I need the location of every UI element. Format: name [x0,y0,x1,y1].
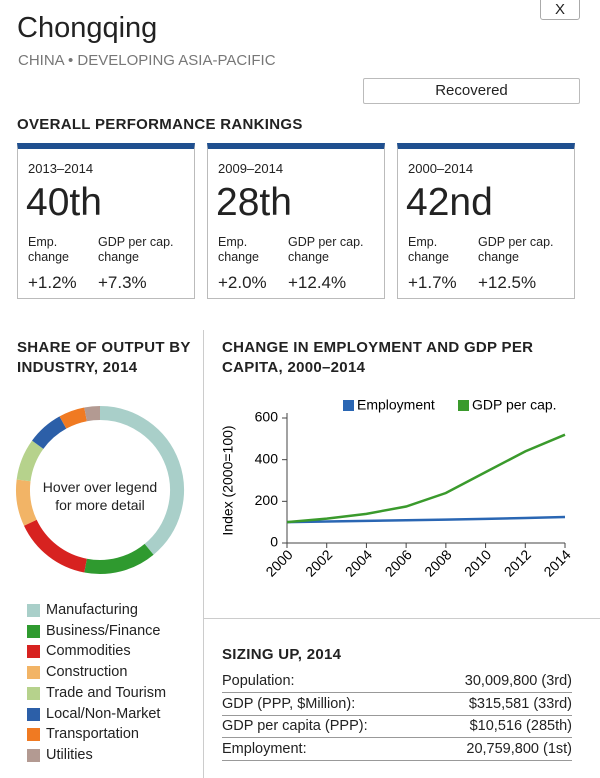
label: Population: [222,673,295,689]
legend-swatch [27,604,40,617]
donut-segment [84,543,154,574]
subtitle: CHINA • DEVELOPING ASIA-PACIFIC [18,52,276,69]
legend-label: Employment [357,397,435,413]
emp-value: +1.7% [408,273,457,292]
gdp-label: GDP per cap. change [98,235,174,264]
gdp-label: GDP per cap. change [478,235,554,264]
value: $10,516 (285th) [469,718,572,734]
legend-swatch [27,666,40,680]
section-title: SHARE OF OUTPUT BY INDUSTRY, 2014 [17,339,191,376]
line [286,433,566,524]
gdp-label: GDP per cap. change [288,235,364,264]
x-tick-label: 2014 [540,546,573,579]
y-axis-label: Index (2000=100) [220,425,236,535]
y-tick-label: 600 [255,409,279,425]
x-tick-label: 2002 [302,546,335,579]
x-tick-label: 2010 [461,546,494,579]
x-tick-label: 2012 [501,546,534,579]
table-row: Employment: 20,759,800 (1st) [222,739,572,761]
section-title: OVERALL PERFORMANCE RANKINGS [17,116,303,133]
x-tick-label: 2000 [262,546,295,579]
label: Employment: [222,740,307,757]
period: 2000–2014 [408,161,474,176]
legend-label[interactable]: Construction [46,664,128,681]
label: GDP per capita (PPP): [222,718,368,734]
status: Recovered [363,78,580,104]
label: GDP (PPP, $Million): [222,695,356,712]
ranking-card: 2009–2014 28th Emp. change GDP per cap. cha… [207,143,385,299]
x-tick-label: 2008 [421,546,454,579]
value: 30,009,800 (3rd) [464,673,572,689]
legend-swatch [27,707,40,721]
legend-label[interactable]: Commodities [46,643,131,660]
legend-label: GDP per cap. [472,397,557,413]
line [286,515,566,524]
legend-swatch [27,624,40,638]
legend-label[interactable]: Manufacturing [46,602,138,618]
gdp-value: +12.4% [288,273,347,292]
legend-swatch [27,748,40,762]
period: 2009–2014 [218,161,284,176]
donut-segment [16,440,44,482]
legend-swatch [458,400,469,411]
title: Chongqing [17,12,158,44]
rank: 42nd [406,181,493,224]
table-row: GDP (PPP, $Million): $315,581 (33rd) [222,694,572,716]
emp-label: Emp. change [408,235,450,264]
x-tick-label: 2006 [382,546,415,579]
rank: 28th [216,181,292,224]
y-tick-label: 0 [270,534,278,550]
gdp-value: +12.5% [478,273,537,292]
emp-label: Emp. change [218,235,260,264]
section-title: CHANGE IN EMPLOYMENT AND GDP PER CAPITA,… [222,339,534,376]
period: 2013–2014 [28,161,94,176]
x-tick-label: 2004 [342,546,375,579]
emp-value: +2.0% [218,273,267,292]
emp-label: Emp. change [28,235,70,264]
legend-swatch [27,645,40,659]
y-tick-label: 200 [255,492,279,508]
legend-label[interactable]: Transportation [46,726,139,743]
ranking-card: 2000–2014 42nd Emp. change GDP per cap. cha… [397,143,575,299]
legend-label[interactable]: Business/Finance [46,622,161,639]
donut-segment [23,519,88,573]
donut-segment [16,479,37,526]
donut-segment [32,416,67,450]
gdp-value: +7.3% [98,273,147,292]
legend-swatch [343,400,354,411]
divider [203,330,204,778]
close-button[interactable]: X [540,0,580,20]
ranking-card: 2013–2014 40th Emp. change GDP per cap. cha… [17,143,195,299]
legend-label[interactable]: Local/Non-Market [46,705,161,722]
donut-hint: Hover over legend for more detail [42,479,158,513]
legend-label[interactable]: Trade and Tourism [46,684,167,701]
section-title: SIZING UP, 2014 [222,646,342,663]
table-row: GDP per capita (PPP): $10,516 (285th) [222,716,572,738]
y-tick-label: 400 [255,450,279,466]
legend-swatch [27,728,40,742]
divider [203,618,600,619]
value: 20,759,800 (1st) [466,740,572,757]
donut-segment [59,407,88,429]
table-row: Population: 30,009,800 (3rd) [222,671,572,693]
emp-value: +1.2% [28,273,77,292]
donut-segment [84,406,101,422]
donut-segment [99,406,184,555]
legend-swatch [27,686,40,700]
legend-label[interactable]: Utilities [46,746,93,763]
value: $315,581 (33rd) [468,695,572,712]
rank: 40th [26,181,102,224]
